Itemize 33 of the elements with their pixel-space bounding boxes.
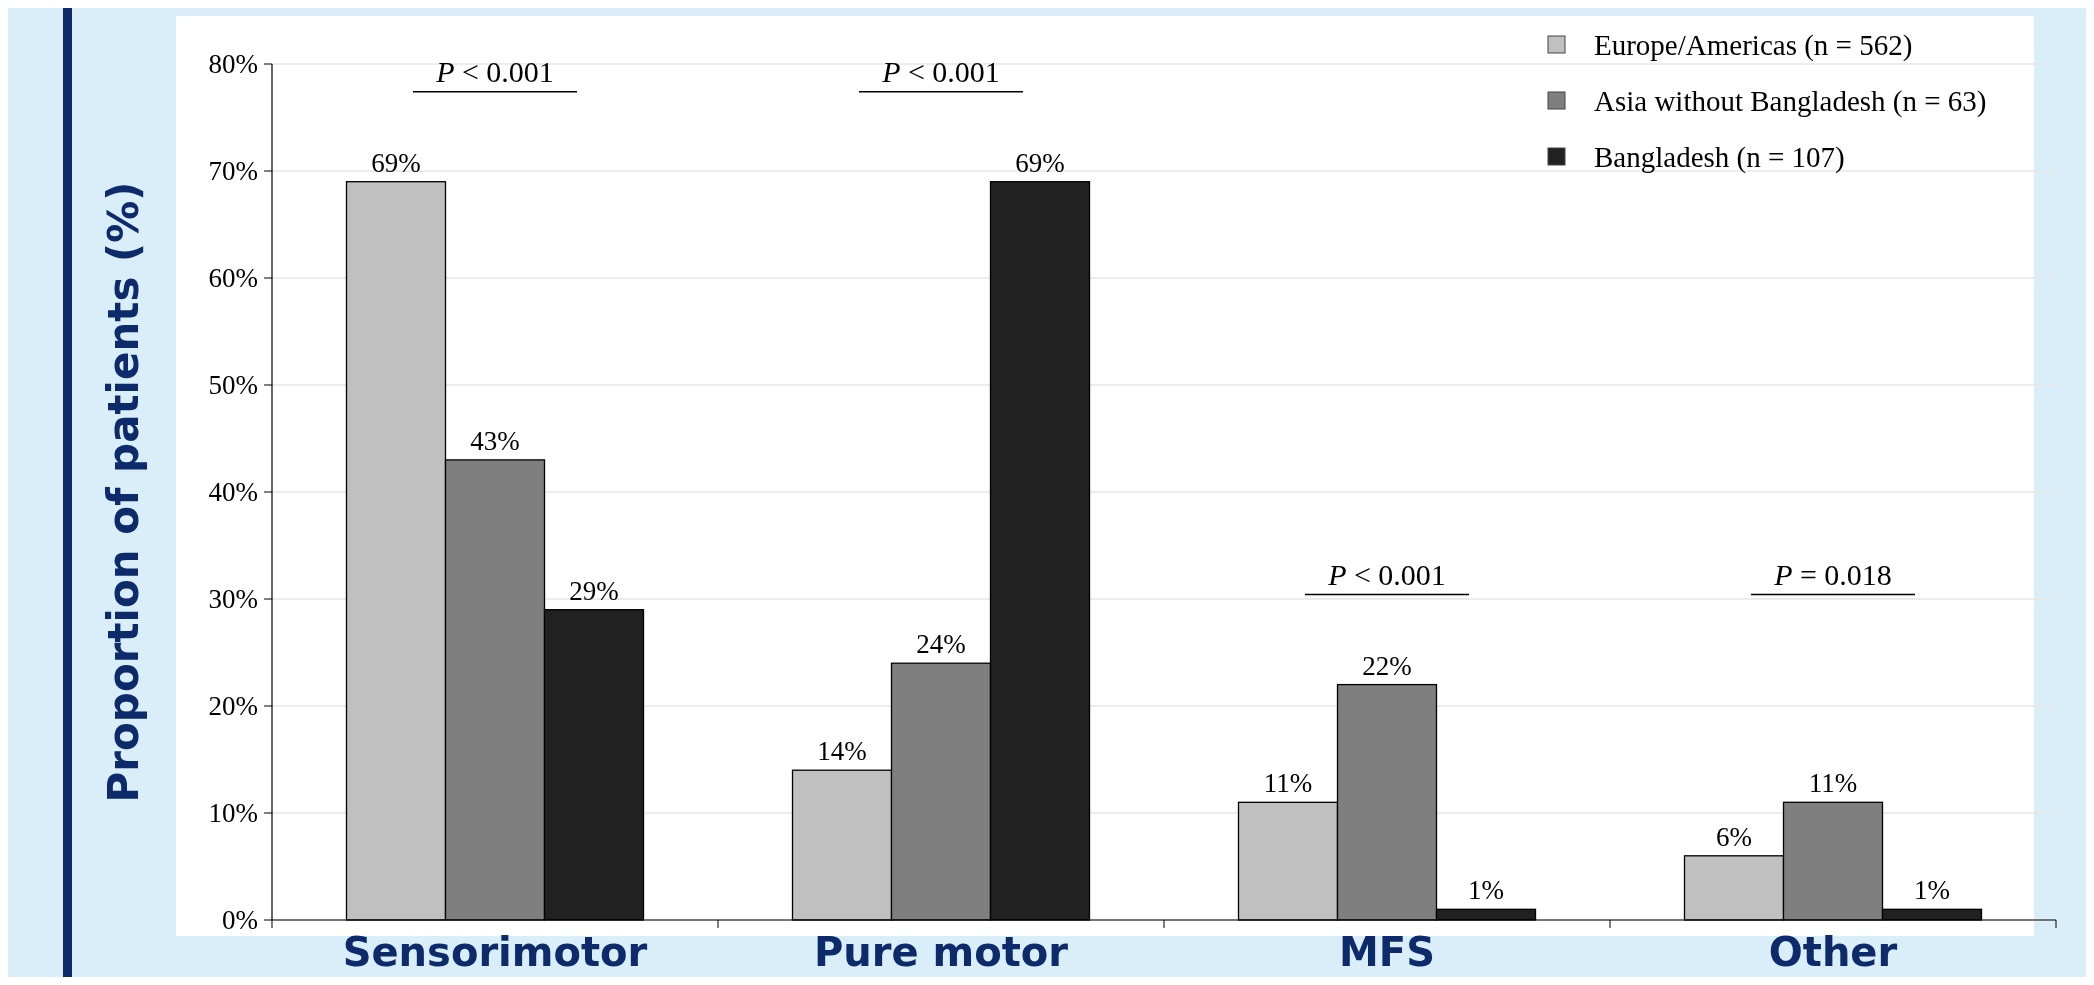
y-tick-label: 20% [208, 691, 258, 722]
data-label: 11% [1263, 768, 1313, 799]
annotation: P < 0.001 [1327, 557, 1446, 591]
data-label: 1% [1468, 875, 1504, 906]
y-tick-label: 80% [208, 49, 258, 80]
x-tick-label: Other [1768, 929, 1898, 975]
y-tick-label: 30% [208, 584, 258, 615]
y-tick-label: 60% [208, 263, 258, 294]
y-axis-title: Proportion of patients (%) [99, 181, 148, 803]
legend-label: Europe/Americas (n = 562) [1594, 29, 1913, 63]
data-label: 24% [916, 629, 966, 660]
data-label: 1% [1914, 875, 1950, 906]
data-label: 11% [1808, 768, 1858, 799]
data-label: 14% [817, 736, 867, 767]
y-tick-label: 0% [222, 905, 258, 936]
data-label: 22% [1362, 650, 1412, 681]
data-label: 43% [470, 425, 520, 456]
y-tick-label: 10% [208, 798, 258, 829]
y-tick-label: 70% [208, 156, 258, 187]
data-label: 29% [569, 575, 619, 606]
data-label: 69% [371, 147, 421, 178]
legend-label: Bangladesh (n = 107) [1594, 141, 1845, 175]
data-label: 6% [1716, 821, 1752, 852]
annotation: P < 0.001 [881, 54, 1000, 88]
x-tick-label: Pure motor [813, 929, 1069, 975]
annotation: P < 0.001 [435, 54, 554, 88]
legend-label: Asia without Bangladesh (n = 63) [1594, 85, 1987, 119]
data-label: 69% [1015, 147, 1065, 178]
x-tick-label: MFS [1339, 929, 1435, 975]
annotation: P = 0.018 [1773, 557, 1892, 591]
y-tick-label: 40% [208, 477, 258, 508]
y-tick-label: 50% [208, 370, 258, 401]
x-tick-label: Sensorimotor [342, 929, 648, 975]
